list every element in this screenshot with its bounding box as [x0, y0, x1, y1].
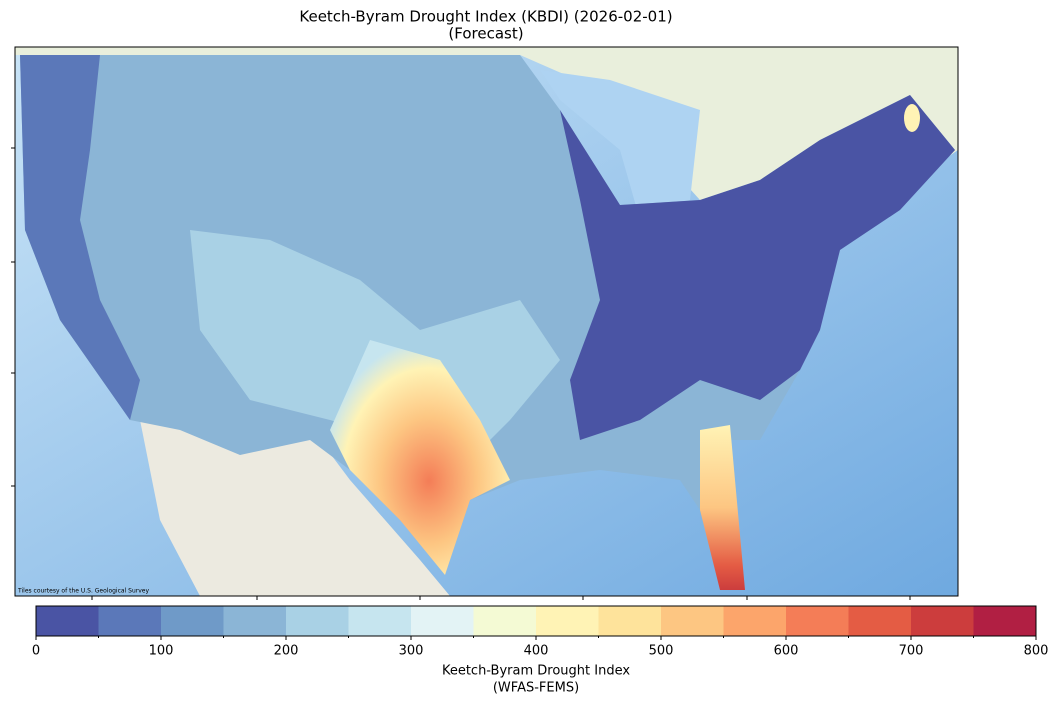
colorbar-tick-label: 300 — [399, 644, 424, 659]
colorbar-bin — [98, 606, 162, 636]
colorbar-bin — [973, 606, 1037, 636]
colorbar-tick-label: 0 — [32, 644, 40, 659]
colorbar-bin — [286, 606, 349, 636]
map: Tiles courtesy of the U.S. Geological Su… — [15, 47, 958, 596]
colorbar-tick-label: 500 — [649, 644, 674, 659]
colorbar-tick-label: 200 — [274, 644, 299, 659]
colorbar-tick-label: 600 — [774, 644, 799, 659]
colorbar-bin — [161, 606, 224, 636]
colorbar-tick-label: 800 — [1024, 644, 1049, 659]
colorbar-tick-label: 400 — [524, 644, 549, 659]
colorbar-bin — [911, 606, 974, 636]
east-region — [560, 95, 955, 440]
west-coast-region — [20, 55, 140, 420]
great-lakes — [540, 70, 700, 220]
colorbar-bin — [786, 606, 849, 636]
colorbar-bin — [598, 606, 662, 636]
florida-hotspot — [700, 425, 745, 590]
colorbar-bin — [348, 606, 412, 636]
canada — [15, 47, 958, 220]
texas-hotspot — [330, 340, 510, 575]
colorbar-tick-label: 700 — [899, 644, 924, 659]
maine-hotspot — [904, 104, 920, 132]
map-frame — [14, 46, 959, 597]
axis-ticks — [11, 147, 911, 600]
attribution: Tiles courtesy of the U.S. Geological Su… — [17, 588, 149, 595]
colorbar-bin — [661, 606, 724, 636]
colorbar-bin — [411, 606, 474, 636]
map-title: Keetch-Byram Drought Index (KBDI) (2026-… — [299, 8, 672, 26]
colorbar-bin — [723, 606, 787, 636]
colorbar-bin — [473, 606, 537, 636]
map-subtitle: (Forecast) — [448, 25, 523, 43]
colorbar-bin — [536, 606, 599, 636]
colorbar-bin — [848, 606, 912, 636]
colorbar-label: Keetch-Byram Drought Index — [442, 664, 630, 679]
colorbar-sublabel: (WFAS-FEMS) — [493, 681, 579, 696]
colorbar: 0 100 200 300 400 500 600 700 800 — [32, 605, 1049, 659]
colorbar-tick-label: 100 — [149, 644, 174, 659]
mexico — [140, 420, 450, 596]
colorbar-bin — [223, 606, 287, 636]
colorbar-bin — [36, 606, 99, 636]
